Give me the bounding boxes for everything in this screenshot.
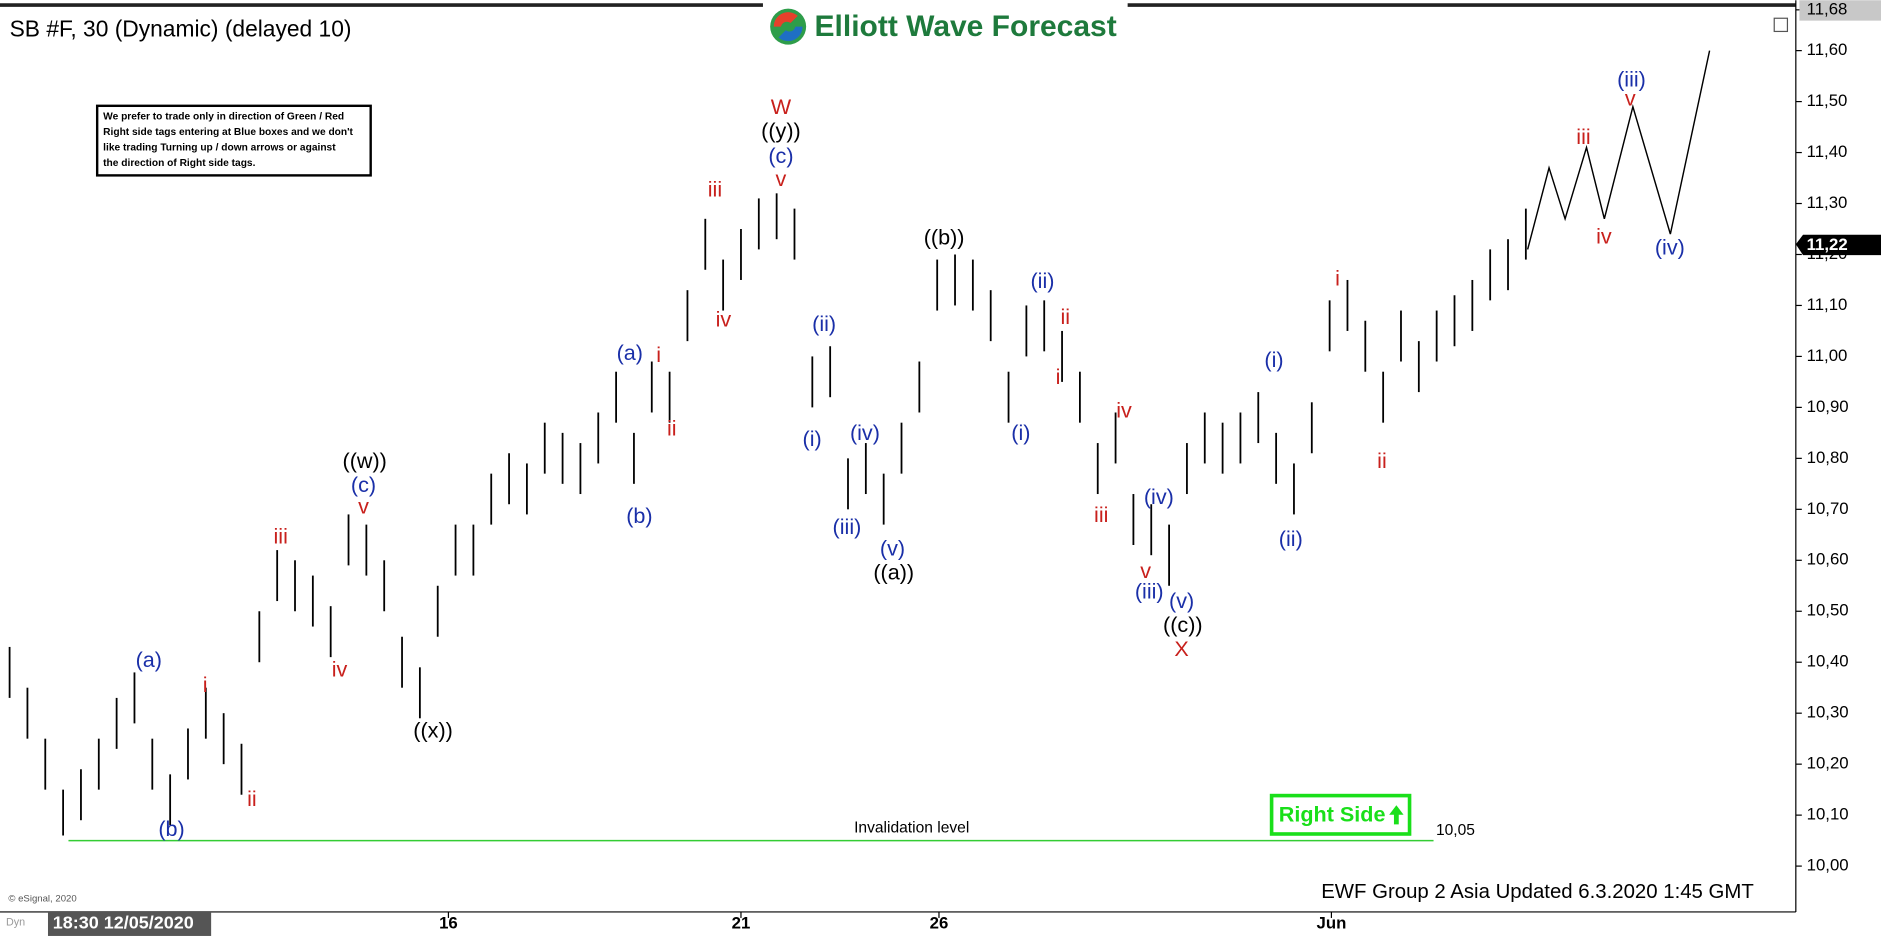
wave-label: ii — [667, 415, 677, 440]
invalidation-label: 10,05 — [1436, 822, 1475, 839]
y-tick-label: 11,50 — [1807, 91, 1848, 110]
copyright: © eSignal, 2020 — [8, 893, 76, 904]
y-tick-label: 10,10 — [1807, 805, 1849, 824]
wave-label: iv — [332, 657, 348, 682]
y-tick-label: 11,68 — [1807, 0, 1848, 18]
wave-label: (b) — [626, 503, 652, 528]
wave-label: v — [358, 493, 369, 518]
wave-label: v — [776, 166, 787, 191]
y-tick-label: 10,50 — [1807, 601, 1849, 620]
wave-label: (a) — [136, 647, 162, 672]
x-tick-label: 21 — [732, 913, 751, 932]
note-line: We prefer to trade only in direction of … — [103, 111, 344, 122]
wave-label: iii — [708, 177, 722, 202]
wave-label: (iv) — [1144, 484, 1174, 509]
current-price-label: 11,22 — [1807, 235, 1848, 254]
logo-swirl — [778, 26, 803, 42]
corner-label: Dyn — [6, 917, 25, 929]
wave-label: (iii) — [1135, 579, 1164, 604]
y-tick-label: 11,00 — [1807, 346, 1848, 365]
wave-label: W — [771, 94, 792, 119]
wave-label: iii — [1576, 124, 1590, 149]
y-tick-label: 10,60 — [1807, 550, 1849, 569]
note-line: the direction of Right side tags. — [103, 158, 255, 169]
y-tick-label: 10,20 — [1807, 754, 1849, 773]
wave-label: ((c)) — [1163, 612, 1203, 637]
wave-label: i — [1335, 265, 1340, 290]
wave-label: iii — [274, 523, 288, 548]
cursor-time: 18:30 12/05/2020 — [53, 913, 194, 933]
wave-label: (iii) — [833, 514, 862, 539]
wave-label: iv — [1116, 397, 1132, 422]
wave-label: (iv) — [850, 420, 880, 445]
note-line: like trading Turning up / down arrows or… — [103, 142, 336, 153]
y-tick-label: 11,60 — [1807, 40, 1848, 59]
wave-label: (iv) — [1655, 234, 1685, 259]
wave-label: ii — [1060, 304, 1070, 329]
wave-label: (b) — [158, 816, 184, 841]
wave-label: ((b)) — [924, 225, 965, 250]
wave-label: ((w)) — [343, 448, 387, 473]
y-tick-label: 10,30 — [1807, 703, 1849, 722]
wave-label: (ii) — [1030, 268, 1054, 293]
right-side-label: Right Side — [1279, 802, 1386, 827]
right-side-box — [1269, 793, 1412, 836]
projection-line — [1526, 50, 1711, 250]
y-tick-label: 10,70 — [1807, 499, 1849, 518]
wave-label: (i) — [1011, 420, 1030, 445]
wave-label: (v) — [1169, 588, 1194, 613]
chart-title: SB #F, 30 (Dynamic) (delayed 10) — [10, 15, 352, 41]
logo-text: Elliott Wave Forecast — [815, 10, 1117, 43]
x-tick-label: 26 — [930, 913, 949, 932]
invalidation-text: Invalidation level — [854, 820, 969, 837]
wave-label: i — [656, 342, 661, 367]
y-tick-label: 11,40 — [1807, 142, 1848, 161]
wave-label: (ii) — [812, 311, 836, 336]
wave-label: iv — [1596, 223, 1612, 248]
wave-label: iv — [716, 306, 732, 331]
y-tick-label: 10,90 — [1807, 397, 1849, 416]
window-icon[interactable] — [1773, 17, 1789, 33]
current-price-box — [1795, 234, 1881, 256]
wave-label: ii — [247, 786, 257, 811]
wave-label: v — [1140, 558, 1151, 583]
wave-label: ((a)) — [873, 559, 914, 584]
x-tick-label: Jun — [1316, 913, 1346, 932]
up-arrow — [1389, 805, 1404, 825]
wave-label: (iii) — [1617, 66, 1646, 91]
x-tick-label: 16 — [439, 913, 458, 932]
wave-label: iii — [1094, 502, 1108, 527]
cursor-time-box — [47, 911, 212, 936]
footer: EWF Group 2 Asia Updated 6.3.2020 1:45 G… — [1321, 881, 1754, 903]
y-tick-label: 11,30 — [1807, 193, 1848, 212]
note-line: Right side tags entering at Blue boxes a… — [103, 127, 353, 138]
y-top-box — [1799, 0, 1881, 21]
wave-label: (c) — [768, 143, 793, 168]
wave-label: (ii) — [1279, 526, 1303, 551]
wave-label: i — [203, 672, 208, 697]
y-tick-label: 11,10 — [1807, 295, 1848, 314]
wave-label: (i) — [803, 426, 822, 451]
wave-label: v — [1625, 86, 1636, 111]
wave-label: (i) — [1264, 347, 1283, 372]
logo-swirl — [773, 12, 798, 27]
wave-label: (c) — [351, 472, 376, 497]
y-tick-label: 10,00 — [1807, 856, 1849, 875]
wave-label: ii — [1377, 448, 1387, 473]
logo-backdrop — [762, 0, 1128, 51]
y-tick-label: 10,80 — [1807, 448, 1849, 467]
wave-label: (v) — [880, 535, 905, 560]
note-box — [95, 104, 372, 177]
wave-label: ((x)) — [413, 718, 453, 743]
y-tick-label: 10,40 — [1807, 652, 1849, 671]
wave-label: X — [1174, 636, 1188, 661]
wave-label: (a) — [617, 340, 643, 365]
wave-label: i — [1056, 364, 1061, 389]
wave-label: ((y)) — [761, 118, 801, 143]
